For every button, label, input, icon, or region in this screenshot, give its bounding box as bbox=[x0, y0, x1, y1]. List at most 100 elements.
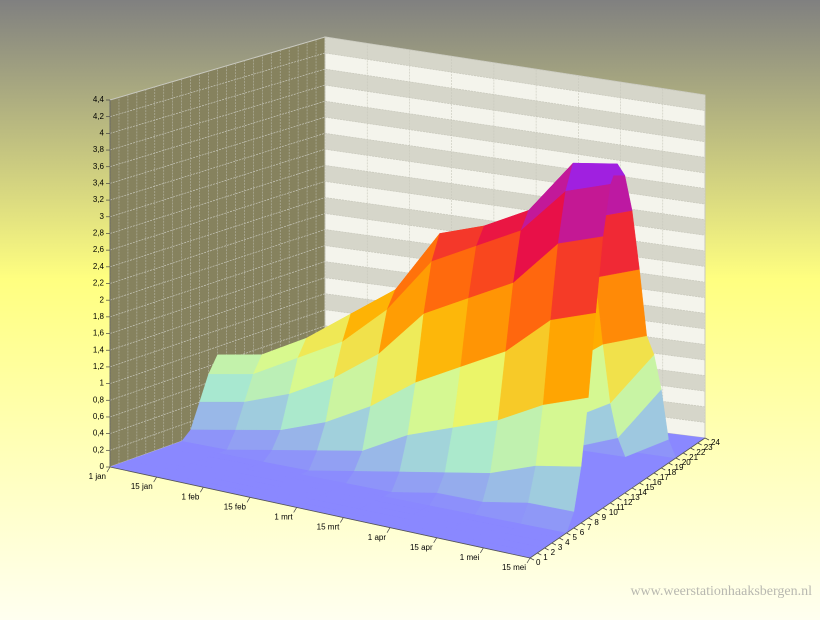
surface-cell bbox=[444, 420, 499, 474]
z-tick-label: 1 bbox=[100, 379, 105, 388]
hour-tick bbox=[639, 482, 644, 486]
hour-axis bbox=[529, 437, 706, 559]
hour-tick-label: 0 bbox=[536, 558, 541, 567]
z-tick-label: 4,4 bbox=[93, 95, 105, 104]
hour-tick-label: 21 bbox=[689, 453, 698, 462]
x-tick bbox=[106, 466, 111, 473]
hour-tick bbox=[537, 552, 542, 556]
x-tick bbox=[340, 517, 344, 523]
hour-tick-label: 9 bbox=[602, 513, 607, 522]
axes: 0 0,2 0,4 0,6 0,8 1 1,2 1,4 1,6 1,8 2 2,2 2,4 2,6 2,8 3… bbox=[89, 95, 721, 572]
hour-tick bbox=[559, 537, 564, 541]
hour-tick-label: 15 bbox=[645, 483, 654, 492]
hour-tick-label: 12 bbox=[624, 498, 633, 507]
z-tick-label: 4,2 bbox=[93, 112, 105, 121]
z-tick-label: 0,8 bbox=[93, 395, 105, 404]
grid-line bbox=[109, 84, 706, 151]
hour-tick-label: 5 bbox=[572, 533, 577, 542]
hour-tick-label: 1 bbox=[543, 553, 548, 562]
hour-tick-label: 24 bbox=[711, 438, 720, 447]
hour-tick-label: 22 bbox=[696, 448, 705, 457]
wall-stripe bbox=[325, 101, 705, 173]
x-tick bbox=[386, 527, 391, 533]
hour-tick bbox=[697, 442, 702, 446]
hour-tick bbox=[682, 452, 688, 456]
grid-line bbox=[109, 68, 706, 134]
wall-stripe bbox=[325, 37, 705, 111]
hour-tick bbox=[653, 472, 659, 476]
surface bbox=[109, 162, 706, 559]
z-tick-label: 2,4 bbox=[93, 262, 105, 271]
surface-cell bbox=[595, 269, 647, 345]
grid-line bbox=[109, 261, 706, 334]
z-tick-label: 1,4 bbox=[93, 345, 105, 354]
z-tick-label: 0,6 bbox=[93, 412, 105, 421]
x-tick bbox=[433, 537, 437, 543]
surface-cell bbox=[542, 312, 596, 406]
hour-tick bbox=[573, 527, 578, 531]
x-tick-label: 15 mei bbox=[502, 563, 526, 572]
surface-cell bbox=[557, 184, 611, 244]
surface-cell bbox=[308, 450, 363, 472]
z-tick-label: 3,6 bbox=[93, 162, 105, 171]
hour-tick bbox=[690, 447, 695, 451]
z-tick-label: 1,6 bbox=[93, 329, 105, 338]
hour-tick bbox=[668, 462, 673, 466]
surface-cell bbox=[190, 401, 245, 431]
hour-tick-label: 10 bbox=[609, 508, 618, 517]
x-tick bbox=[480, 547, 484, 554]
hour-tick-label: 3 bbox=[558, 543, 563, 552]
z-tick-label: 0,4 bbox=[93, 429, 105, 438]
x-tick-label: 1 mrt bbox=[274, 513, 293, 522]
x-tick bbox=[153, 476, 157, 483]
hour-tick bbox=[529, 557, 535, 561]
hour-tick-label: 13 bbox=[631, 493, 640, 502]
hour-tick bbox=[551, 542, 557, 546]
hour-tick bbox=[595, 512, 600, 516]
surface-cell bbox=[535, 397, 589, 468]
hour-tick-label: 8 bbox=[594, 518, 599, 527]
surface-cell bbox=[208, 354, 263, 375]
z-tick-label: 3,2 bbox=[93, 195, 105, 204]
wall-stripe bbox=[325, 69, 705, 142]
hour-tick bbox=[646, 477, 651, 481]
hour-tick-label: 17 bbox=[660, 473, 669, 482]
hour-tick-label: 7 bbox=[587, 523, 592, 532]
grid-line bbox=[109, 293, 706, 368]
z-tick-label: 2 bbox=[100, 295, 105, 304]
hour-tick bbox=[610, 502, 615, 506]
z-tick-label: 2,8 bbox=[93, 229, 105, 238]
hour-tick bbox=[544, 547, 549, 551]
z-tick-label: 1,2 bbox=[93, 362, 105, 371]
z-tick-label: 4 bbox=[100, 128, 105, 137]
hour-tick bbox=[624, 492, 629, 496]
z-tick-label: 2,6 bbox=[93, 245, 105, 254]
x-tick bbox=[526, 557, 531, 564]
hour-tick-label: 4 bbox=[565, 538, 570, 547]
hour-tick-label: 23 bbox=[704, 443, 713, 452]
surface-cell bbox=[226, 429, 281, 451]
hour-tick bbox=[631, 487, 637, 491]
x-tick-label: 1 apr bbox=[368, 533, 387, 542]
x-axis bbox=[109, 466, 531, 559]
watermark: www.weerstationhaaksbergen.nl bbox=[630, 584, 812, 599]
hour-tick-label: 2 bbox=[551, 548, 556, 557]
surface-cell bbox=[550, 236, 604, 321]
hour-tick bbox=[602, 507, 608, 511]
hour-tick bbox=[675, 457, 680, 461]
x-tick bbox=[200, 487, 204, 493]
hour-tick-label: 20 bbox=[682, 458, 691, 467]
z-tick-label: 0,2 bbox=[93, 445, 105, 454]
hour-tick bbox=[661, 467, 666, 471]
x-tick bbox=[293, 507, 297, 513]
x-tick-label: 1 jan bbox=[89, 472, 106, 481]
z-tick-label: 2,2 bbox=[93, 279, 105, 288]
x-tick bbox=[246, 497, 251, 503]
z-tick-label: 0 bbox=[100, 462, 105, 471]
hour-tick-label: 16 bbox=[653, 478, 662, 487]
hour-tick-label: 6 bbox=[580, 528, 585, 537]
z-tick-label: 1,8 bbox=[93, 312, 105, 321]
z-tick-label: 3,4 bbox=[93, 179, 105, 188]
z-tick-label: 3 bbox=[100, 212, 105, 221]
